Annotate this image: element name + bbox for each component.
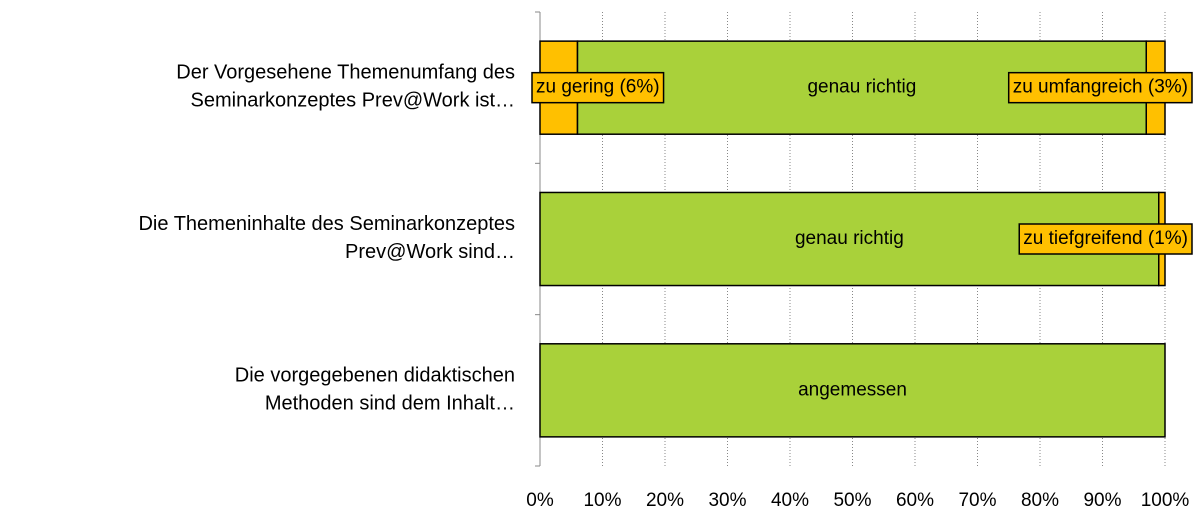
data-label: genau richtig [807,77,916,98]
x-tick-label: 60% [896,490,934,511]
data-label-box: zu umfangreich (3%) [1007,71,1193,104]
bar-segment [539,343,1166,438]
data-label: zu tiefgreifend (1%) [1023,228,1188,249]
x-tick-label: 0% [526,490,554,511]
x-tick-label: 10% [583,490,621,511]
label-box [1007,71,1193,104]
data-label-box: zu gering (6%) [531,71,665,104]
data-label-box: zu tiefgreifend (1%) [1018,223,1193,255]
x-tick-label: 100% [1141,490,1190,511]
data-label: angemessen [798,379,907,400]
x-tick-label: 20% [646,490,684,511]
label-box [1018,223,1193,255]
data-label: genau richtig [795,228,904,249]
x-tick-label: 40% [771,490,809,511]
x-tick-label: 30% [708,490,746,511]
x-tick-label: 80% [1021,490,1059,511]
category-label: Der Vorgesehene Themenumfang des Seminark… [176,62,515,112]
data-label: zu gering (6%) [536,77,660,98]
x-tick-label: 90% [1083,490,1121,511]
x-tick-label: 70% [958,490,996,511]
x-tick-label: 50% [833,490,871,511]
data-label: zu umfangreich (3%) [1013,77,1188,98]
category-label: Die Themeninhalte des Seminarkonzeptes Pr… [138,213,515,263]
category-label: Die vorgegebenen didaktischen Methoden si… [235,365,515,415]
label-box [531,71,665,104]
